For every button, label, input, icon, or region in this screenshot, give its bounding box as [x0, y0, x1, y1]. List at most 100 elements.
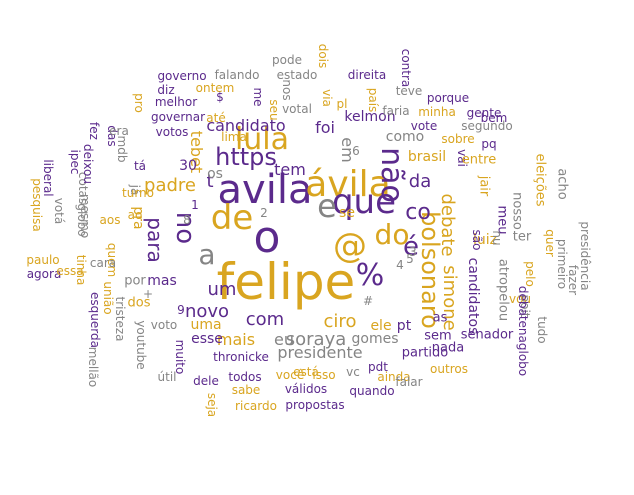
cloud-word: candidatos [465, 257, 481, 335]
cloud-word: https [215, 143, 277, 171]
cloud-word: muito [173, 339, 187, 375]
cloud-word: país [366, 87, 380, 113]
cloud-word: tem [274, 160, 306, 179]
cloud-word: acho [554, 168, 570, 200]
cloud-word: ricardo [235, 399, 277, 413]
cloud-word: 5 [406, 252, 414, 266]
cloud-word: teve [395, 84, 423, 98]
cloud-word: o [253, 212, 281, 263]
cloud-word: tristeza [113, 296, 127, 342]
cloud-word: presidência [578, 221, 592, 291]
cloud-word: fazer [566, 264, 580, 296]
cloud-word: turno [122, 186, 154, 200]
cloud-word: entre [461, 152, 497, 168]
cloud-word: nu [490, 230, 504, 246]
cloud-word: % [355, 258, 385, 293]
cloud-word: + [142, 287, 154, 301]
cloud-word: de [210, 198, 254, 238]
cloud-word: gente [466, 106, 502, 120]
cloud-word: com [245, 309, 285, 330]
cloud-word: outros [430, 362, 468, 376]
cloud-word: esquerda [88, 292, 102, 348]
cloud-word: pdt [368, 360, 388, 374]
cloud-word: uma [190, 317, 222, 333]
cloud-word: dos [127, 295, 151, 311]
cloud-word: governar [150, 110, 206, 124]
cloud-word: pelo [523, 261, 537, 287]
cloud-word: luiz [472, 232, 498, 248]
cloud-word: está [293, 365, 319, 379]
cloud-word: gomes [351, 331, 399, 347]
cloud-word: tá [133, 159, 147, 173]
cloud-word: 6 [352, 144, 360, 158]
cloud-word: diz [157, 83, 175, 97]
cloud-word: thronicke [213, 350, 269, 364]
cloud-word: melhor [154, 95, 198, 109]
cloud-word: partido [401, 345, 449, 361]
cloud-word: essa [56, 264, 84, 278]
cloud-word: $ [216, 90, 224, 104]
cloud-word: lula [234, 122, 290, 157]
cloud-word: propostas [285, 398, 345, 412]
cloud-word: vou [508, 292, 532, 306]
cloud-word: 4 [396, 258, 404, 272]
cloud-word: quer [543, 229, 557, 257]
cloud-word: # [362, 294, 374, 308]
cloud-word: presidente [277, 343, 363, 362]
cloud-word: agora [26, 267, 62, 281]
cloud-word: um [207, 279, 237, 300]
cloud-word: brasil [407, 149, 447, 165]
cloud-word: padre [144, 175, 196, 196]
cloud-word: esse [191, 331, 223, 347]
cloud-word: ávila [305, 164, 391, 205]
cloud-word: todos [228, 370, 262, 384]
cloud-word: como [385, 129, 425, 145]
cloud-word: cara [89, 256, 117, 270]
cloud-word: sobre [441, 132, 475, 146]
cloud-word: útil [157, 370, 177, 384]
cloud-word: pl [336, 97, 348, 111]
cloud-word: ter [512, 229, 532, 245]
cloud-word: se [339, 205, 355, 221]
cloud-word: os [207, 166, 223, 182]
cloud-word: era [109, 124, 129, 138]
cloud-word: seja [205, 392, 219, 418]
cloud-word: 3 [409, 245, 417, 259]
cloud-word: eleições [532, 153, 548, 207]
cloud-word: e [317, 187, 337, 225]
cloud-word: da [408, 171, 432, 192]
cloud-word: mas [147, 273, 177, 289]
cloud-word: 8 [183, 213, 191, 227]
cloud-word: liberal [41, 159, 55, 197]
cloud-word: votos [155, 125, 189, 139]
cloud-word: para [143, 217, 167, 263]
cloud-word: isso [312, 368, 336, 382]
cloud-word: do [374, 218, 410, 251]
cloud-word: vc [346, 365, 360, 379]
cloud-word: ao [127, 208, 143, 222]
cloud-word: dele [193, 374, 219, 388]
cloud-word: me [251, 87, 265, 107]
cloud-word: ainda [377, 370, 411, 384]
cloud-word: mesmo [78, 193, 92, 239]
cloud-word: pode [272, 53, 302, 67]
cloud-word: união [101, 281, 115, 315]
cloud-word: co [405, 200, 431, 225]
cloud-word: sabe [231, 383, 261, 397]
cloud-word: votá [52, 197, 66, 225]
cloud-word: segundo [461, 119, 513, 133]
cloud-word: que [331, 182, 397, 222]
cloud-word: ontem [195, 81, 235, 95]
cloud-word: felipe [216, 253, 356, 311]
cloud-word: aos [99, 213, 121, 227]
cloud-word: a [198, 238, 216, 271]
cloud-word: tudo [535, 316, 549, 344]
cloud-word: jair [476, 175, 492, 197]
cloud-word: até [206, 111, 226, 125]
cloud-word: kelmon [344, 109, 396, 125]
cloud-word: é [403, 232, 419, 262]
cloud-word: mellão [86, 346, 100, 388]
cloud-word: candidato [206, 116, 286, 135]
cloud-word: pro [132, 93, 146, 113]
